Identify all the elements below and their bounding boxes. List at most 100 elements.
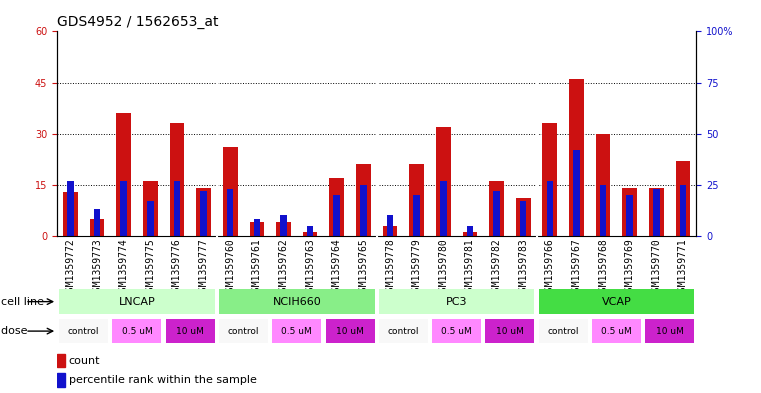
Bar — [303, 232, 317, 236]
Bar — [493, 191, 500, 236]
Bar — [489, 181, 504, 236]
Text: GSM1359767: GSM1359767 — [572, 238, 581, 297]
Bar — [409, 164, 424, 236]
Bar — [596, 134, 610, 236]
Bar — [333, 195, 340, 236]
Text: GSM1359764: GSM1359764 — [332, 238, 342, 297]
Bar — [520, 201, 527, 236]
Text: dose: dose — [1, 326, 34, 336]
Text: control: control — [228, 327, 260, 336]
Bar — [463, 232, 477, 236]
Bar — [307, 226, 314, 236]
Bar — [250, 222, 264, 236]
Bar — [200, 191, 207, 236]
Text: 0.5 uM: 0.5 uM — [282, 327, 312, 336]
Text: control: control — [68, 327, 100, 336]
Text: GSM1359776: GSM1359776 — [172, 238, 182, 297]
Bar — [330, 178, 344, 236]
Text: 0.5 uM: 0.5 uM — [441, 327, 472, 336]
Text: GSM1359782: GSM1359782 — [492, 238, 501, 297]
Bar — [645, 319, 694, 343]
Bar — [227, 189, 234, 236]
Text: GSM1359773: GSM1359773 — [92, 238, 102, 297]
Text: 0.5 uM: 0.5 uM — [601, 327, 632, 336]
Bar — [569, 79, 584, 236]
Bar — [143, 181, 158, 236]
Bar — [113, 319, 161, 343]
Text: cell line: cell line — [1, 297, 51, 307]
Text: count: count — [68, 356, 100, 366]
Bar — [356, 164, 371, 236]
Bar — [413, 195, 420, 236]
Text: VCAP: VCAP — [601, 297, 632, 307]
Text: GSM1359762: GSM1359762 — [279, 238, 288, 297]
Text: GSM1359768: GSM1359768 — [598, 238, 608, 297]
Bar — [94, 209, 100, 236]
Bar — [272, 319, 321, 343]
Text: GSM1359780: GSM1359780 — [438, 238, 448, 297]
Text: 10 uM: 10 uM — [177, 327, 204, 336]
Text: GDS4952 / 1562653_at: GDS4952 / 1562653_at — [57, 15, 218, 29]
Bar — [486, 319, 534, 343]
Bar — [387, 215, 393, 236]
Bar — [466, 226, 473, 236]
Text: LNCAP: LNCAP — [119, 297, 155, 307]
Bar — [276, 222, 291, 236]
Bar — [432, 319, 481, 343]
Text: NCIH660: NCIH660 — [272, 297, 321, 307]
Text: GSM1359761: GSM1359761 — [252, 238, 262, 297]
Bar — [219, 319, 268, 343]
Text: GSM1359765: GSM1359765 — [358, 238, 368, 297]
Bar — [196, 188, 211, 236]
Bar — [90, 219, 104, 236]
Bar — [326, 319, 374, 343]
Text: 10 uM: 10 uM — [656, 327, 683, 336]
Text: control: control — [547, 327, 579, 336]
Text: GSM1359772: GSM1359772 — [65, 238, 75, 297]
Text: GSM1359777: GSM1359777 — [199, 238, 209, 297]
Text: GSM1359778: GSM1359778 — [385, 238, 395, 297]
Bar — [573, 150, 580, 236]
Text: GSM1359763: GSM1359763 — [305, 238, 315, 297]
Bar — [626, 195, 633, 236]
Text: percentile rank within the sample: percentile rank within the sample — [68, 375, 256, 386]
Bar — [539, 319, 587, 343]
Text: GSM1359779: GSM1359779 — [412, 238, 422, 297]
Text: PC3: PC3 — [446, 297, 467, 307]
Text: GSM1359771: GSM1359771 — [678, 238, 688, 297]
Text: GSM1359774: GSM1359774 — [119, 238, 129, 297]
Bar — [116, 113, 131, 236]
Bar — [170, 123, 184, 236]
Bar — [383, 226, 397, 236]
Text: GSM1359770: GSM1359770 — [651, 238, 661, 297]
Bar — [440, 181, 447, 236]
Text: 10 uM: 10 uM — [496, 327, 524, 336]
Text: GSM1359760: GSM1359760 — [225, 238, 235, 297]
Text: GSM1359775: GSM1359775 — [145, 238, 155, 297]
Bar — [59, 319, 108, 343]
Bar — [592, 319, 641, 343]
Text: GSM1359769: GSM1359769 — [625, 238, 635, 297]
Bar — [622, 188, 637, 236]
Bar — [59, 289, 215, 314]
Bar — [174, 181, 180, 236]
Bar — [147, 201, 154, 236]
Bar — [219, 289, 374, 314]
Bar — [546, 181, 553, 236]
Text: GSM1359766: GSM1359766 — [545, 238, 555, 297]
Bar — [379, 319, 428, 343]
Text: GSM1359781: GSM1359781 — [465, 238, 475, 297]
Bar — [67, 181, 74, 236]
Text: control: control — [387, 327, 419, 336]
Bar — [223, 147, 237, 236]
Bar — [253, 219, 260, 236]
Bar — [539, 289, 694, 314]
Bar — [280, 215, 287, 236]
Bar — [436, 127, 451, 236]
Bar — [543, 123, 557, 236]
Bar — [680, 185, 686, 236]
Bar — [649, 188, 664, 236]
Text: GSM1359783: GSM1359783 — [518, 238, 528, 297]
Bar — [676, 161, 690, 236]
Bar — [120, 181, 127, 236]
